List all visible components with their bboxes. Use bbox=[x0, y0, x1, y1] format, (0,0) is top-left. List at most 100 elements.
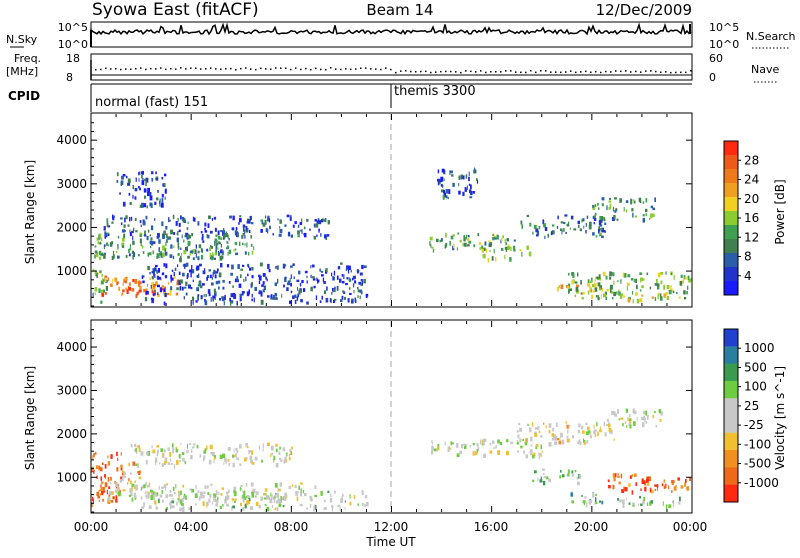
heat-cell bbox=[249, 455, 253, 460]
heat-cell bbox=[673, 275, 675, 280]
heat-cell bbox=[349, 292, 352, 295]
heat-cell bbox=[326, 234, 330, 237]
heat-cell bbox=[281, 293, 283, 298]
nave-dot bbox=[325, 68, 327, 71]
heat-cell bbox=[112, 496, 114, 499]
heat-cell bbox=[239, 218, 242, 223]
heat-cell bbox=[122, 237, 125, 242]
heat-cell bbox=[505, 247, 507, 252]
heat-cell bbox=[226, 503, 230, 507]
colorbar-segment bbox=[724, 225, 738, 240]
heat-cell bbox=[224, 457, 227, 462]
heat-cell bbox=[298, 485, 300, 490]
heat-cell bbox=[146, 451, 149, 456]
heat-cell bbox=[170, 229, 173, 235]
heat-cell bbox=[318, 220, 322, 225]
heat-cell bbox=[100, 300, 103, 304]
heat-cell bbox=[316, 220, 320, 224]
nave-dot bbox=[630, 71, 632, 73]
heat-cell bbox=[103, 279, 105, 282]
heat-cell bbox=[204, 268, 206, 271]
heat-cell bbox=[165, 494, 169, 498]
heat-cell bbox=[302, 489, 305, 494]
heat-cell bbox=[607, 479, 610, 483]
heat-cell bbox=[166, 233, 168, 239]
heat-cell bbox=[126, 289, 129, 294]
heat-cell bbox=[101, 252, 104, 256]
heat-cell bbox=[478, 242, 482, 245]
heat-cell bbox=[185, 232, 189, 238]
heat-cell bbox=[217, 496, 219, 501]
heat-cell bbox=[639, 495, 642, 499]
nave-dot bbox=[605, 70, 607, 73]
heat-cell bbox=[496, 234, 499, 240]
heat-cell bbox=[165, 241, 167, 247]
heat-cell bbox=[258, 290, 262, 293]
heat-cell bbox=[270, 492, 272, 497]
nave-dot bbox=[515, 71, 517, 73]
heat-cell bbox=[533, 224, 537, 230]
nave-dot bbox=[370, 68, 372, 70]
heat-cell bbox=[250, 450, 254, 455]
heat-cell bbox=[156, 255, 159, 259]
heat-cell bbox=[489, 442, 492, 446]
heat-cell bbox=[275, 463, 279, 468]
heat-cell bbox=[258, 505, 262, 509]
heat-cell bbox=[180, 443, 182, 445]
heat-cell bbox=[125, 175, 128, 179]
heat-cell bbox=[206, 276, 208, 281]
heat-cell bbox=[154, 457, 158, 463]
heat-cell bbox=[238, 283, 242, 288]
heat-cell bbox=[212, 251, 214, 257]
heat-cell bbox=[156, 253, 160, 257]
heat-cell bbox=[538, 430, 541, 434]
heat-cell bbox=[270, 454, 272, 458]
heat-cell bbox=[156, 444, 160, 448]
heat-cell bbox=[100, 476, 103, 481]
frequency-panel: Freq. [MHz] 18 8 Nave 60 0 bbox=[6, 52, 779, 84]
nave-dot bbox=[460, 71, 462, 74]
heat-cell bbox=[146, 236, 149, 241]
cpid-panel: CPID normal (fast) 151 themis 3300 bbox=[8, 83, 692, 112]
heat-cell bbox=[532, 479, 535, 482]
heat-cell bbox=[581, 494, 583, 497]
heat-cell bbox=[445, 195, 448, 199]
heat-cell bbox=[329, 498, 333, 503]
heat-cell bbox=[589, 280, 593, 283]
heat-cell bbox=[286, 214, 290, 218]
heat-cell bbox=[125, 287, 128, 290]
heat-cell bbox=[585, 230, 587, 234]
heat-cell bbox=[111, 221, 114, 224]
heat-cell bbox=[200, 248, 203, 252]
heat-cell bbox=[320, 491, 323, 496]
heat-cell bbox=[146, 491, 148, 494]
heat-cell bbox=[611, 429, 613, 435]
heat-cell bbox=[449, 170, 451, 176]
y-tick-label: 2000 bbox=[56, 427, 87, 441]
heat-cell bbox=[354, 297, 356, 302]
heat-cell bbox=[666, 285, 670, 289]
heat-cell bbox=[277, 487, 279, 493]
heat-cell bbox=[555, 422, 558, 427]
heat-cell bbox=[166, 483, 169, 486]
heat-cell bbox=[150, 284, 152, 289]
heat-cell bbox=[222, 504, 224, 507]
heat-cell bbox=[442, 194, 445, 200]
heat-cell bbox=[361, 280, 363, 286]
sky-right-bottom-tick: 10^0 bbox=[709, 38, 739, 51]
heat-cell bbox=[242, 227, 245, 232]
heat-cell bbox=[609, 288, 612, 293]
heat-cell bbox=[239, 293, 242, 298]
heat-cell bbox=[593, 222, 596, 225]
heat-cell bbox=[200, 254, 204, 260]
heat-cell bbox=[465, 174, 468, 179]
heat-cell bbox=[120, 464, 123, 468]
heat-cell bbox=[294, 299, 297, 304]
heat-cell bbox=[326, 286, 328, 291]
heat-cell bbox=[250, 459, 253, 464]
heat-cell bbox=[609, 197, 611, 200]
colorbar-tick-label: -25 bbox=[744, 418, 764, 432]
heat-cell bbox=[445, 189, 449, 194]
heat-cell bbox=[297, 230, 300, 235]
heat-cell bbox=[336, 275, 339, 280]
